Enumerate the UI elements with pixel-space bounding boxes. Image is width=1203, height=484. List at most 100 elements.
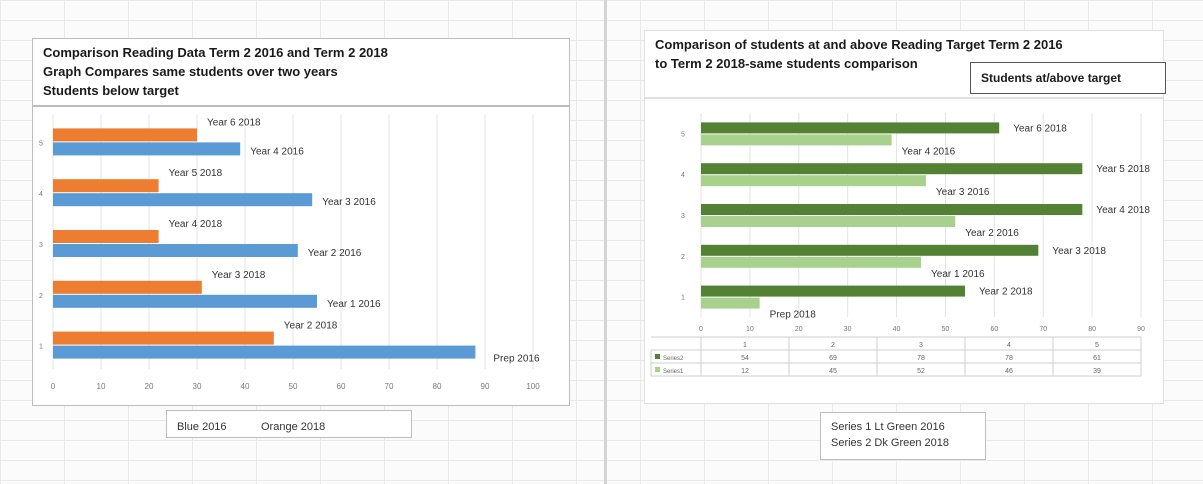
data-label-2018: Year 6 2018 [207,117,261,128]
data-label-2016: Year 4 2016 [250,146,304,157]
table-legend-key [655,354,660,359]
y-tick-label: 4 [39,191,43,198]
y-tick-label: 1 [681,295,685,302]
left-legend-note: Blue 2016 Orange 2018 [166,410,412,438]
table-cell: 78 [917,355,925,362]
data-label-2016: Year 2 2016 [308,248,362,259]
bar-series2 [701,122,1000,134]
bar-2018 [53,230,159,243]
x-tick-label: 40 [893,326,901,333]
left-chart-area[interactable]: 0 10 20 30 40 50 60 70 80 90 100 1 Prep 2016 Year 2 2… [32,106,570,406]
x-tick-label: 20 [795,326,803,333]
left-title-line-3: Students below target [43,83,179,98]
x-tick-label: 20 [145,382,154,391]
left-bar-chart: 0 10 20 30 40 50 60 70 80 90 100 1 Prep 2016 Year 2 2… [39,115,540,391]
right-chart-area[interactable]: 0 10 20 30 40 50 60 70 80 90 1 Prep 2018 Year 2 2018… [644,98,1164,404]
data-label-series2: Year 3 2018 [1052,246,1106,257]
data-label-2018: Year 2 2018 [284,321,338,332]
x-tick-label: 60 [337,382,346,391]
table-legend-key [655,367,660,372]
table-header: 5 [1095,342,1099,349]
x-tick-label: 80 [1088,326,1096,333]
x-tick-label: 100 [526,382,540,391]
y-tick-label: 2 [681,254,685,261]
x-tick-label: 50 [942,326,950,333]
x-tick-label: 10 [97,382,106,391]
table-series-name: Series1 [663,369,684,375]
x-tick-label: 30 [844,326,852,333]
table-cell: 52 [917,368,925,375]
right-legend-note-line-1: Series 1 Lt Green 2016 [831,421,945,433]
x-tick-label: 40 [241,382,250,391]
x-tick-label: 50 [289,382,298,391]
bar-series1 [701,216,956,227]
data-label-2018: Year 4 2018 [169,219,223,230]
data-label-series1: Year 2 2016 [965,228,1019,239]
table-cell: 78 [1005,355,1013,362]
x-tick-label: 10 [746,326,754,333]
pane-divider [604,0,607,484]
table-header: 3 [919,342,923,349]
table-series-name: Series2 [663,356,684,362]
table-header: 1 [743,342,747,349]
right-legend-note: Series 1 Lt Green 2016 Series 2 Dk Green… [820,412,986,460]
bar-2016 [53,294,317,308]
table-cell: 45 [829,368,837,375]
right-badge: Students at/above target [970,62,1166,94]
y-tick-label: 2 [39,293,43,300]
left-title-line-2: Graph Compares same students over two ye… [43,64,338,79]
table-cell: 54 [741,355,749,362]
table-header: 2 [831,342,835,349]
x-tick-label: 80 [433,382,442,391]
left-title-line-1: Comparison Reading Data Term 2 2016 and … [43,45,388,60]
bar-series2 [701,285,965,297]
right-title-line-1: Comparison of students at and above Read… [655,37,1063,52]
y-tick-label: 4 [681,172,685,179]
left-title-box: Comparison Reading Data Term 2 2016 and … [32,38,570,106]
x-tick-label: 90 [481,382,490,391]
y-tick-label: 3 [681,213,685,220]
right-legend-note-line-2: Series 2 Dk Green 2018 [831,437,950,449]
y-tick-label: 1 [39,344,43,351]
bar-2016 [53,244,298,257]
data-label-2016: Year 3 2016 [322,197,376,208]
data-label-series2: Year 2 2018 [979,287,1033,298]
bar-series1 [701,175,926,187]
data-label-series2: Year 5 2018 [1096,164,1150,175]
bar-2018 [53,128,197,142]
bar-2016 [53,142,241,156]
data-label-series2: Year 6 2018 [1013,123,1067,134]
legend-note-orange: Orange 2018 [261,421,326,433]
bar-2018 [53,179,159,193]
x-tick-label: 70 [1039,326,1047,333]
bar-series2 [701,204,1083,215]
table-cell: 46 [1005,368,1013,375]
bar-2016 [53,345,476,359]
x-tick-label: 70 [385,382,394,391]
y-tick-label: 5 [39,140,43,147]
bar-series1 [701,134,892,146]
data-label-2018: Year 3 2018 [212,270,266,281]
bar-series2 [701,244,1039,256]
data-label-series1: Year 1 2016 [931,269,985,280]
data-label-2016: Prep 2016 [493,354,540,365]
legend-note-blue: Blue 2016 [177,421,227,433]
data-label-series1: Prep 2018 [770,310,817,321]
bar-2016 [53,193,313,207]
table-cell: 61 [1093,355,1101,362]
bar-2018 [53,331,274,345]
data-label-series1: Year 3 2016 [936,187,990,198]
bar-series2 [701,163,1083,175]
bar-series1 [701,256,921,268]
x-tick-label: 0 [51,382,56,391]
x-tick-label: 0 [699,326,703,333]
table-header: 4 [1007,342,1011,349]
right-bar-chart: 0 10 20 30 40 50 60 70 80 90 1 Prep 2018 Year 2 2018… [650,113,1150,377]
x-tick-label: 90 [1137,326,1145,333]
table-cell: 69 [829,355,837,362]
data-label-series2: Year 4 2018 [1096,205,1150,216]
y-tick-label: 5 [681,131,685,138]
data-label-2018: Year 5 2018 [169,168,223,179]
x-tick-label: 30 [193,382,202,391]
table-cell: 12 [741,368,749,375]
